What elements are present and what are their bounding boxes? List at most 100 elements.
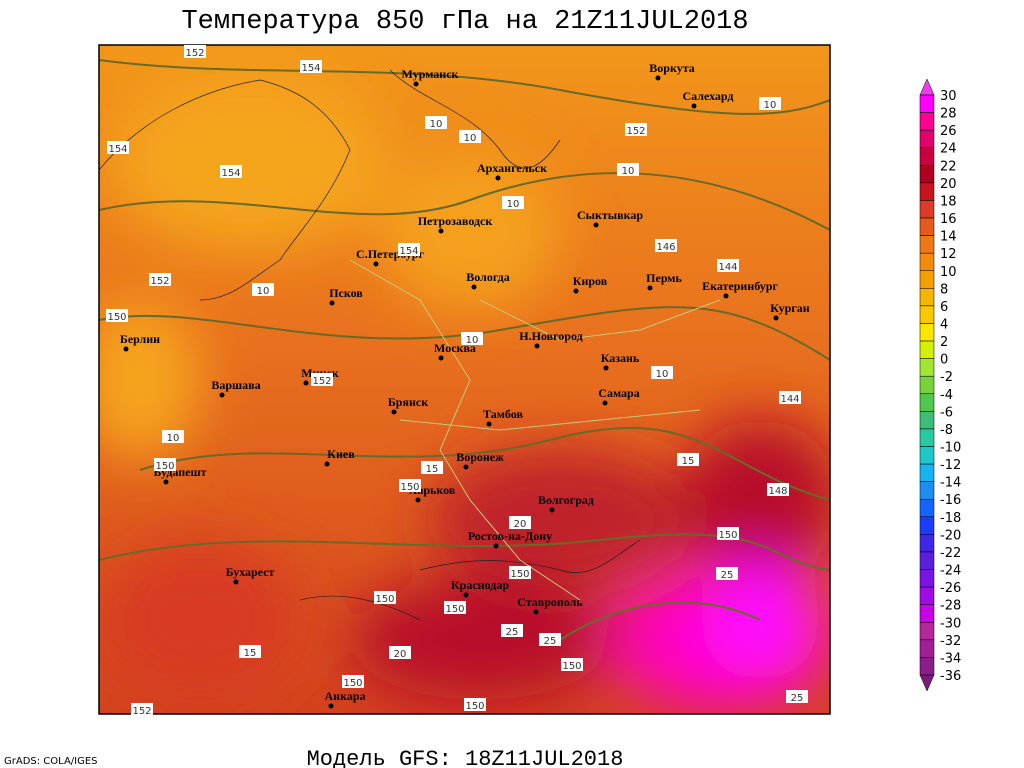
colorbar-label: -8 [940, 423, 953, 438]
colorbar-swatch [919, 498, 935, 518]
city-label: Киев [327, 447, 355, 461]
contour-label-box [617, 163, 639, 176]
city-label: Вологда [466, 270, 510, 284]
city-dot [691, 103, 697, 109]
contour-label: 25 [506, 627, 519, 638]
colorbar-swatch [919, 340, 935, 359]
colorbar-label: 22 [940, 159, 957, 174]
colorbar-swatch [919, 270, 935, 289]
contour-label-box [716, 567, 738, 580]
colorbar-swatch [919, 428, 935, 447]
city-dot [123, 346, 129, 352]
contour-label: 150 [718, 530, 737, 541]
contour-label-box [399, 479, 421, 492]
contour-label-box [106, 309, 128, 322]
contour-label-box [539, 633, 561, 646]
city-label: Варшава [211, 378, 260, 392]
contour-label-box [107, 141, 129, 154]
colorbar-swatch [919, 252, 935, 272]
colorbar-arrow-top [919, 78, 935, 96]
city-label: Тамбов [483, 407, 523, 421]
colorbar-label: 26 [940, 124, 957, 139]
contour-label-box [342, 675, 364, 688]
colorbar-swatch [919, 569, 935, 588]
city-label: Краснодар [451, 578, 509, 592]
contour-label: 144 [780, 394, 799, 405]
city-label: Казань [601, 351, 640, 365]
contour-label-box [651, 366, 673, 379]
contour-label: 25 [544, 636, 557, 647]
city-dot [391, 409, 397, 415]
contour-label: 152 [312, 376, 331, 387]
city-dot [647, 285, 653, 291]
colorbar-swatch [919, 446, 935, 465]
city-dot [373, 261, 379, 267]
colorbar-swatch [919, 182, 935, 201]
colorbar-label: -12 [940, 458, 961, 473]
city-label: Ростов-на-Дону [468, 529, 552, 543]
contour-label-box [131, 703, 153, 716]
city-label: Киров [573, 274, 608, 288]
contour-label: 10 [430, 119, 443, 130]
contour-label: 154 [221, 168, 240, 179]
colorbar-label: -2 [940, 370, 953, 385]
colorbar-label: 12 [940, 247, 957, 262]
city-dot [413, 81, 419, 87]
colorbar-label: 20 [940, 177, 957, 192]
contour-label-box [509, 516, 531, 529]
contour-label: 150 [343, 678, 362, 689]
colorbar-label: 4 [940, 317, 948, 332]
city-label: Ставрополь [517, 595, 583, 609]
contour-label: 10 [507, 199, 520, 210]
city-dot [233, 579, 239, 585]
contour-label-box [252, 283, 274, 296]
city-dot [415, 497, 421, 503]
city-dot [723, 293, 729, 299]
contour-label-box [149, 273, 171, 286]
credit: GrADS: COLA/IGES [4, 756, 98, 767]
contour-label: 10 [257, 286, 270, 297]
colorbar-label: 8 [940, 282, 948, 297]
contour-label-box [501, 624, 523, 637]
contour-label: 10 [466, 335, 479, 346]
city-label: Бухарест [226, 565, 275, 579]
city-dot [533, 609, 539, 615]
colorbar-swatch [919, 393, 935, 412]
city-dot [324, 461, 330, 467]
contour-label-box [444, 601, 466, 614]
colorbar-label: -30 [940, 616, 961, 631]
colorbar-label: -24 [940, 564, 961, 579]
colorbar-swatch [919, 639, 935, 658]
city-dot [463, 592, 469, 598]
colorbar-label: 10 [940, 265, 957, 280]
colorbar-label: 18 [940, 194, 957, 209]
contour-label: 10 [764, 100, 777, 111]
colorbar-label: -14 [940, 476, 961, 491]
contour-label: 152 [132, 706, 151, 717]
colorbar-swatch [919, 112, 935, 131]
city-label: Берлин [120, 332, 160, 346]
contour-label-box [374, 591, 396, 604]
colorbar-swatch [919, 217, 935, 236]
city-dot [602, 400, 608, 406]
contour-label: 152 [626, 126, 645, 137]
colorbar-swatch [919, 534, 935, 553]
city-label: Сыктывкар [577, 208, 643, 222]
city-label: Петрозаводск [418, 214, 493, 228]
contour-label: 154 [301, 63, 320, 74]
contour-label: 154 [399, 246, 418, 257]
contour-label: 20 [514, 519, 527, 530]
contour-label: 150 [375, 594, 394, 605]
colorbar-label: -20 [940, 528, 961, 543]
contour-label-box [162, 430, 184, 443]
contour-label-box [425, 116, 447, 129]
colorbar-label: -16 [940, 493, 961, 508]
contour-label-box [502, 196, 524, 209]
colorbar-swatch [919, 323, 935, 342]
colorbar-arrow-bottom [919, 674, 935, 692]
contour-label-box [389, 646, 411, 659]
city-label: Самара [598, 386, 639, 400]
colorbar-swatch [919, 622, 935, 641]
colorbar-swatch [919, 147, 935, 166]
city-label: Н.Новгород [519, 329, 582, 343]
